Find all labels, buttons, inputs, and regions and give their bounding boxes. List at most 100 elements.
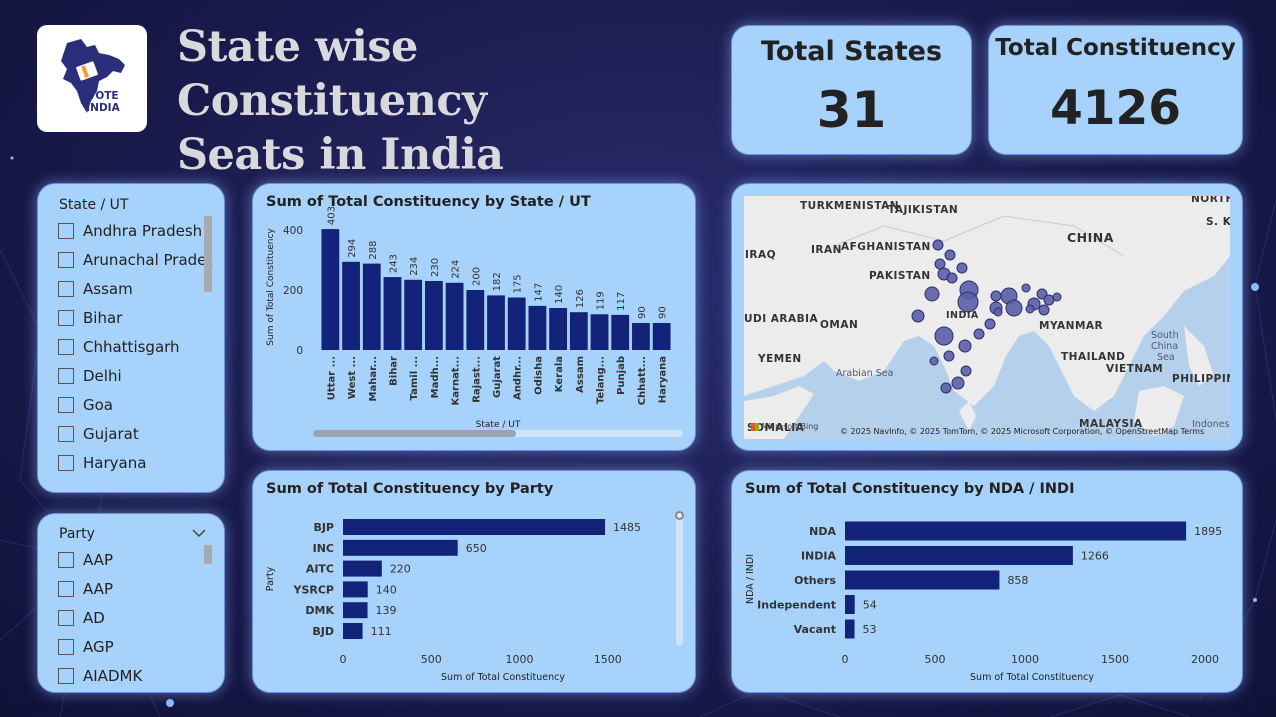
map-bubble[interactable] [932,239,944,251]
map-label-south-china-sea-3: Sea [1157,352,1175,363]
alliance-bar[interactable] [845,595,855,614]
map-label-malaysia: MALAYSIA [1079,418,1143,430]
checkbox[interactable] [58,280,74,297]
map-bubble[interactable] [911,309,925,323]
party-bar[interactable] [343,539,458,556]
party-bar[interactable] [343,519,606,535]
state-slicer-item[interactable]: Gujarat [58,419,213,448]
party-chart-scroll-thumb[interactable] [675,511,684,520]
state-bar[interactable] [445,282,464,350]
india-bubble-map[interactable]: TURKMENISTAN TAJIKISTAN CHINA IRAN AFGHA… [744,196,1230,439]
map-bubble[interactable] [956,262,968,274]
party-slicer-item[interactable]: AGP [58,632,193,661]
map-bubble[interactable] [1005,299,1023,317]
state-slicer-item[interactable]: Bihar [58,303,213,332]
map-copyright[interactable]: © 2025 NavInfo, © 2025 TomTom, © 2025 Mi… [840,427,1205,436]
alliance-bar[interactable] [845,619,855,639]
map-bubble[interactable] [944,249,956,261]
state-slicer-item[interactable]: Assam [58,274,213,303]
party-bar[interactable] [343,581,368,598]
state-bar[interactable] [383,277,402,350]
map-bubble-layer [911,239,1062,394]
map-bubble[interactable] [960,365,972,377]
map-bubble[interactable] [958,339,972,353]
map-bubble[interactable] [929,356,939,366]
map-bubble[interactable] [1025,304,1035,314]
state-slicer-item[interactable]: Andhra Pradesh [58,216,213,245]
party-bar[interactable] [343,623,363,639]
state-bar[interactable] [611,314,630,350]
checkbox[interactable] [58,580,74,597]
alliance-bar[interactable] [845,546,1073,565]
map-bubble[interactable] [934,258,946,270]
state-bar[interactable] [507,297,526,351]
state-slicer-item[interactable]: Haryana [58,448,213,477]
state-slicer-item[interactable]: Goa [58,390,213,419]
data-label: 650 [466,542,487,555]
checkbox[interactable] [58,251,74,268]
map-bubble[interactable] [943,350,955,362]
checkbox[interactable] [58,667,74,684]
party-slicer-item[interactable]: AD [58,603,193,632]
checkbox[interactable] [58,454,74,471]
checkbox[interactable] [58,638,74,655]
party-slicer-item[interactable]: AAP [58,574,193,603]
state-bar[interactable] [342,261,360,350]
alliance-bar[interactable] [845,521,1187,541]
x-tick-label: Telang... [596,356,607,404]
state-bar[interactable] [487,295,505,350]
checkbox[interactable] [58,551,74,568]
map-bubble[interactable] [946,272,958,284]
state-slicer-item[interactable]: Chhattisgarh [58,332,213,361]
checkbox[interactable] [58,338,74,355]
state-bar[interactable] [632,323,650,350]
map-label-tajikistan: TAJIKISTAN [888,204,959,216]
state-bar[interactable] [466,290,485,350]
map-land [744,196,1230,439]
map-bubble[interactable] [1036,288,1048,300]
map-bubble[interactable] [993,307,1003,317]
checkbox[interactable] [58,425,74,442]
checkbox[interactable] [58,367,74,384]
map-bubble[interactable] [940,382,952,394]
state-bar[interactable] [652,323,671,350]
map-bubble[interactable] [990,290,1002,302]
map-bubble[interactable] [924,286,940,302]
party-bar[interactable] [343,602,368,619]
party-slicer-item[interactable]: AAP [58,545,193,574]
state-chart-scrollbar[interactable] [313,430,683,437]
state-bar[interactable] [590,314,609,350]
party-bar[interactable] [343,560,382,577]
state-slicer-item[interactable]: Arunachal Prade... [58,245,213,274]
x-tick-label: Rajast... [471,356,482,403]
map-bubble[interactable] [934,326,954,346]
state-bar[interactable] [569,312,588,350]
map-bubble[interactable] [1038,304,1050,316]
state-bar[interactable] [321,229,340,350]
checkbox[interactable] [58,309,74,326]
state-bar[interactable] [549,308,568,350]
map-bubble[interactable] [957,291,979,313]
state-bar[interactable] [362,263,381,350]
state-bar[interactable] [528,305,547,350]
state-bar[interactable] [424,281,443,350]
state-chart-scroll-thumb[interactable] [313,430,516,437]
checkbox[interactable] [58,222,74,239]
checkbox[interactable] [58,609,74,626]
map-bubble[interactable] [1052,292,1062,302]
party-slicer-item[interactable]: AIADMK [58,661,193,690]
state-slicer-scrollbar[interactable] [204,216,212,292]
chevron-down-icon[interactable] [192,528,206,538]
map-bubble[interactable] [1021,283,1031,293]
state-slicer-item[interactable]: Delhi [58,361,213,390]
map-bubble[interactable] [973,328,985,340]
map-bubble[interactable] [1043,294,1055,306]
alliance-bar[interactable] [845,570,1000,590]
map-bubble[interactable] [984,318,996,330]
map-bubble[interactable] [951,376,965,390]
party-slicer-scrollbar[interactable] [204,545,212,564]
checkbox[interactable] [58,396,74,413]
state-bar[interactable] [404,279,423,350]
party-chart-scrollbar[interactable] [676,511,683,646]
x-tick-label: Mahar... [368,356,379,401]
